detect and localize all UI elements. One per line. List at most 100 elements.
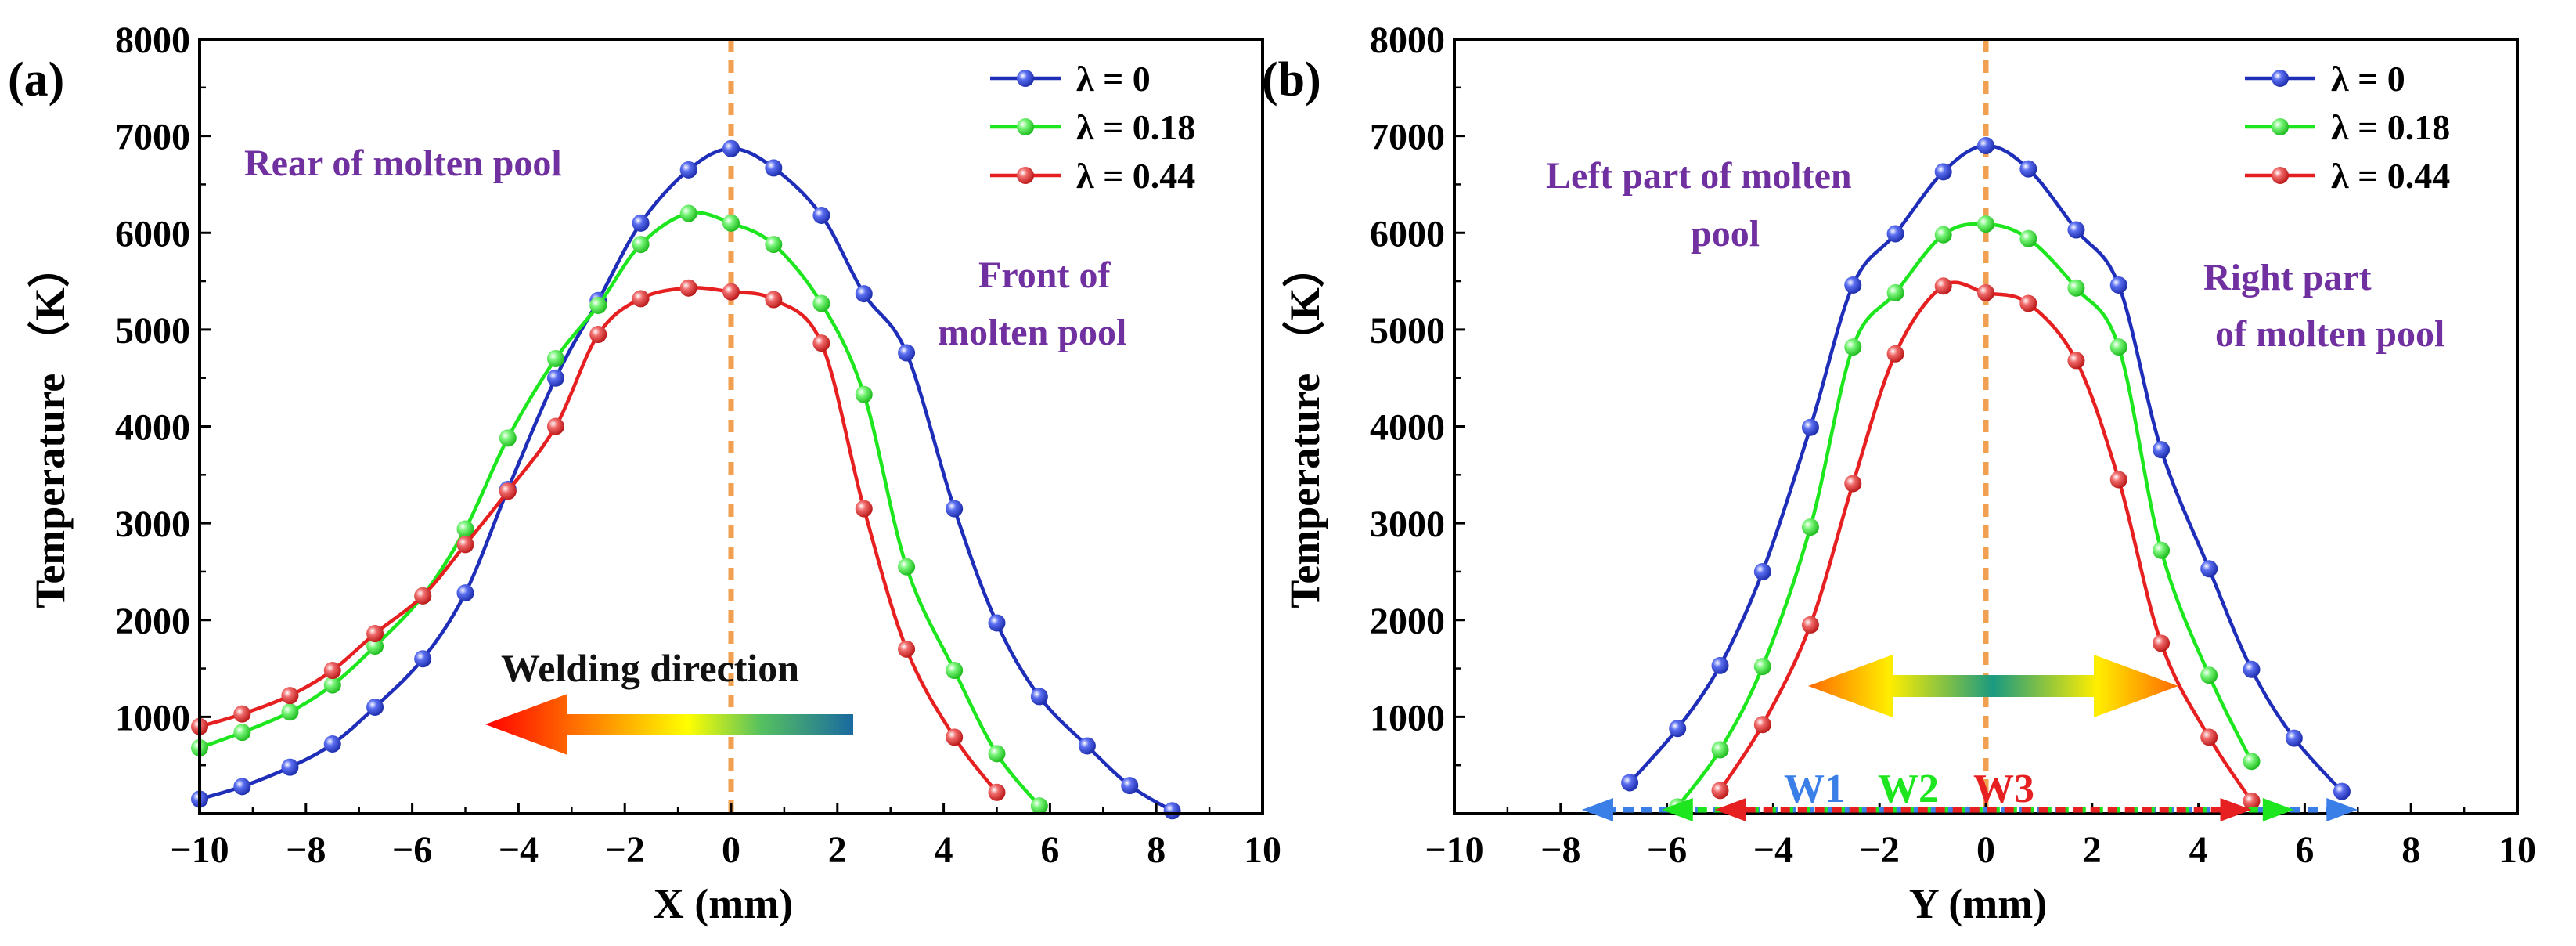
data-point-s0-5 xyxy=(414,650,432,668)
y-tick-label: 4000 xyxy=(1370,407,1445,449)
data-point-s1-12 xyxy=(722,214,740,232)
data-point-s0-7 xyxy=(1934,163,1952,181)
data-point-s2-7 xyxy=(499,482,517,500)
width-arrowhead-right-W3 xyxy=(2220,798,2252,821)
axis-ticks: −10 −8 −6 −4 −2 0 2 4 6 8 10 1000 2000 3000 4000 5000 60… xyxy=(115,20,1281,871)
data-point-s0-4 xyxy=(1801,418,1819,436)
x-tick-label: −4 xyxy=(499,829,539,871)
data-point-s2-6 xyxy=(456,536,474,554)
x-tick-label: 10 xyxy=(1244,829,1281,871)
data-point-s1-12 xyxy=(2200,666,2218,684)
x-tick-label: 6 xyxy=(1040,829,1059,871)
data-point-s0-22 xyxy=(1163,802,1181,820)
legend-label-1: λ = 0.18 xyxy=(2331,107,2450,147)
width-arrowhead-left-W1 xyxy=(1581,798,1613,821)
symmetric-gradient-arrow xyxy=(1808,655,2178,717)
y-tick-label: 3000 xyxy=(115,504,190,545)
width-arrowhead-left-W2 xyxy=(1661,798,1693,821)
x-axis-label: Y (mm) xyxy=(1909,880,2047,927)
data-point-s0-3 xyxy=(323,735,341,753)
data-point-s1-2 xyxy=(281,703,299,721)
x-tick-label: −10 xyxy=(1425,829,1483,871)
data-point-s2-18 xyxy=(988,783,1006,801)
annotation-left-1: Left part of molten xyxy=(1546,155,1852,197)
y-tick-label: 5000 xyxy=(1370,310,1445,352)
data-point-s2-14 xyxy=(812,334,830,352)
data-point-s0-10 xyxy=(632,214,650,232)
y-tick-label: 7000 xyxy=(1370,117,1445,158)
x-tick-label: 0 xyxy=(722,829,740,871)
plot-area xyxy=(1621,39,2351,816)
data-point-s2-10 xyxy=(632,290,650,308)
data-point-s2-8 xyxy=(546,417,564,435)
data-point-s2-16 xyxy=(898,640,916,658)
legend-label-0: λ = 0 xyxy=(1076,59,1151,99)
legend-marker-1 xyxy=(1017,118,1034,135)
x-tick-label: −8 xyxy=(286,829,326,871)
data-point-s0-12 xyxy=(2153,441,2171,459)
data-point-s2-11 xyxy=(679,279,697,297)
data-point-s0-17 xyxy=(946,500,964,518)
data-point-s0-18 xyxy=(988,614,1006,632)
data-point-s0-21 xyxy=(1121,777,1139,795)
legend-marker-0 xyxy=(2272,70,2289,87)
x-tick-label: 8 xyxy=(1147,829,1166,871)
data-point-s2-12 xyxy=(722,283,740,301)
x-tick-label: 2 xyxy=(828,829,847,871)
y-tick-label: 2000 xyxy=(115,601,190,642)
y-tick-label: 2000 xyxy=(1370,601,1445,642)
data-point-s0-13 xyxy=(765,159,783,177)
width-arrowhead-right-W1 xyxy=(2326,798,2358,821)
data-point-s0-1 xyxy=(1669,720,1687,738)
data-point-s1-6 xyxy=(1934,226,1952,244)
data-point-s2-6 xyxy=(1977,283,1994,301)
data-point-s1-7 xyxy=(1977,215,1994,233)
x-tick-label: 10 xyxy=(2499,829,2536,871)
legend: λ = 0 λ = 0.18 λ = 0.44 xyxy=(990,59,1195,196)
data-point-s1-3 xyxy=(323,676,341,694)
x-tick-label: −6 xyxy=(392,829,432,871)
x-tick-label: −2 xyxy=(1860,829,1900,871)
x-tick-label: 4 xyxy=(2189,829,2208,871)
data-point-s2-3 xyxy=(1844,475,1862,493)
x-axis-label: X (mm) xyxy=(654,880,793,927)
data-point-s1-1 xyxy=(1711,741,1729,759)
annotation-welding-direction: Welding direction xyxy=(501,646,799,690)
data-point-s1-2 xyxy=(1753,658,1771,676)
x-tick-label: −8 xyxy=(1540,829,1580,871)
x-tick-label: 4 xyxy=(935,829,953,871)
width-label-W2: W2 xyxy=(1878,767,1939,811)
data-point-s0-3 xyxy=(1753,562,1771,580)
y-axis-label: Temperature （K） xyxy=(1281,245,1328,608)
width-markers: W1 W2 W3 xyxy=(1581,767,2358,821)
data-point-s2-17 xyxy=(946,728,964,746)
data-point-s2-2 xyxy=(281,687,299,705)
data-point-s0-5 xyxy=(1844,276,1862,294)
data-point-s0-10 xyxy=(2067,221,2085,239)
y-tick-label: 8000 xyxy=(115,20,190,61)
data-point-s1-17 xyxy=(946,662,964,680)
data-point-s1-9 xyxy=(589,296,607,314)
data-point-s1-11 xyxy=(2153,541,2171,559)
legend-marker-1 xyxy=(2272,118,2289,135)
y-tick-label: 6000 xyxy=(115,213,190,255)
legend-label-2: λ = 0.44 xyxy=(2331,156,2450,196)
data-point-s1-18 xyxy=(988,745,1006,763)
x-tick-label: 2 xyxy=(2083,829,2102,871)
data-point-s0-16 xyxy=(898,344,916,362)
series-line-0 xyxy=(200,146,1173,813)
data-point-s2-11 xyxy=(2200,728,2218,746)
data-point-s2-5 xyxy=(414,587,432,605)
data-point-s1-9 xyxy=(2067,279,2085,297)
y-tick-label: 6000 xyxy=(1370,213,1445,255)
y-tick-label: 7000 xyxy=(115,117,190,158)
legend-label-1: λ = 0.18 xyxy=(1076,107,1195,147)
data-point-s2-1 xyxy=(233,705,251,723)
y-tick-label: 1000 xyxy=(115,697,190,738)
legend-marker-2 xyxy=(1017,167,1034,184)
data-point-s2-9 xyxy=(2109,471,2127,489)
data-point-s1-8 xyxy=(2019,229,2037,247)
width-label-W1: W1 xyxy=(1784,767,1845,811)
legend-label-2: λ = 0.44 xyxy=(1076,156,1195,196)
